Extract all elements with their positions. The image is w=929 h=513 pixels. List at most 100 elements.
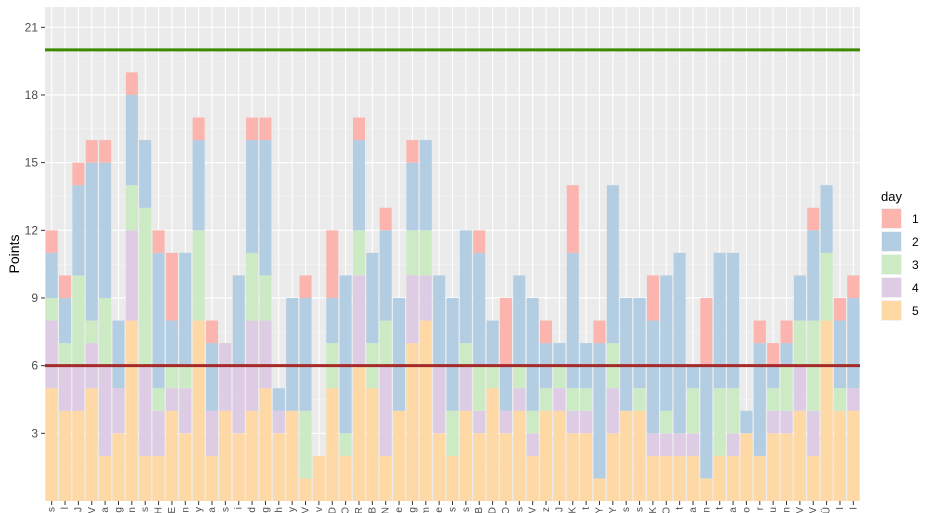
x-tick-label: g	[407, 507, 418, 513]
bar-segment-day-2	[660, 275, 673, 411]
bar-segment-day-1	[379, 207, 392, 231]
x-tick-label: y	[194, 507, 205, 512]
bar-segment-day-1	[165, 252, 178, 321]
bar-segment-day-1	[499, 297, 512, 366]
bar-segment-day-2	[85, 162, 98, 321]
bar-segment-day-5	[205, 455, 219, 501]
bar-segment-day-1	[45, 230, 58, 253]
y-tick-label: 6	[31, 359, 38, 373]
bar-segment-day-1	[473, 230, 486, 253]
legend-label-3: 3	[912, 258, 919, 272]
bar-segment-day-2	[713, 252, 726, 389]
bar-segment-day-5	[59, 410, 72, 501]
bar-segment-day-1	[566, 185, 579, 253]
bar-segment-day-2	[125, 94, 138, 186]
bar-segment-day-2	[246, 140, 259, 253]
bar-segment-day-2	[393, 297, 406, 411]
bar-segment-day-4	[179, 388, 192, 434]
bar-segment-day-2	[673, 252, 686, 434]
bar-segment-day-4	[125, 230, 138, 321]
bar-segment-day-3	[152, 388, 165, 411]
bar-segment-day-2	[299, 297, 312, 411]
bar-segment-day-3	[660, 410, 673, 434]
bar-segment-day-3	[59, 343, 72, 366]
bar-segment-day-5	[486, 388, 499, 501]
bar-segment-day-5	[526, 455, 539, 501]
x-tick-label: e	[434, 507, 445, 513]
bar-segment-day-2	[152, 252, 165, 389]
bar-segment-day-5	[473, 433, 486, 501]
bar-segment-day-2	[379, 230, 392, 321]
x-tick-label: K	[648, 507, 659, 513]
bar-segment-day-1	[700, 297, 713, 366]
x-tick-label: Ü	[821, 507, 833, 513]
bar-segment-day-5	[286, 410, 299, 501]
bar-segment-day-4	[473, 410, 486, 434]
bar-segment-day-5	[259, 388, 272, 501]
bar-segment-day-5	[339, 455, 352, 501]
x-tick-label: s	[220, 507, 231, 512]
bar-segment-day-2	[526, 297, 539, 411]
x-tick-label: s	[140, 507, 151, 512]
bar-segment-day-1	[72, 162, 85, 186]
bar-segment-day-5	[499, 433, 512, 501]
bar-segment-day-5	[847, 410, 860, 501]
bar-segment-day-2	[767, 365, 780, 389]
bar-segment-day-5	[85, 388, 98, 501]
bar-segment-day-3	[793, 320, 806, 366]
bar-segment-day-5	[513, 410, 526, 501]
bar-segment-day-5	[366, 388, 379, 501]
bar-segment-day-5	[312, 455, 325, 501]
bar-segment-day-1	[192, 117, 205, 141]
x-tick-label: E	[167, 507, 178, 513]
x-tick-label: s	[635, 507, 646, 512]
bar-segment-day-2	[847, 297, 860, 389]
bar-segment-day-4	[807, 410, 820, 456]
bar-segment-day-5	[807, 455, 820, 501]
bar-segment-day-3	[352, 230, 365, 276]
bar-segment-day-1	[99, 140, 112, 163]
bar-segment-day-4	[553, 388, 566, 411]
bar-segment-day-1	[780, 320, 793, 344]
bar-segment-day-1	[406, 140, 419, 163]
bar-segment-day-3	[85, 320, 98, 344]
x-tick-label: m	[421, 507, 432, 513]
bar-segment-day-4	[793, 365, 806, 411]
bar-segment-day-4	[419, 275, 432, 321]
legend-key-1	[882, 209, 901, 228]
x-tick-label: h	[274, 507, 285, 513]
bar-segment-day-2	[112, 320, 125, 389]
x-tick-label: n	[180, 507, 191, 513]
bar-segment-day-2	[366, 252, 379, 344]
bar-segment-day-3	[406, 230, 419, 276]
bar-segment-day-2	[326, 297, 339, 344]
x-tick-label: s	[461, 507, 472, 512]
bar-segment-day-2	[179, 252, 192, 366]
bar-segment-day-3	[526, 410, 539, 434]
bar-segment-day-2	[459, 230, 472, 344]
bar-segment-day-5	[793, 410, 806, 501]
legend-title: day	[881, 189, 902, 204]
y-tick-label: 21	[25, 20, 39, 34]
bar-segment-day-3	[820, 252, 833, 321]
bar-segment-day-2	[139, 140, 152, 208]
bar-segment-day-5	[673, 455, 686, 501]
bar-segment-day-4	[232, 365, 245, 434]
bar-segment-day-4	[526, 433, 539, 456]
bar-segment-day-2	[686, 365, 700, 389]
bar-segment-day-4	[45, 320, 58, 389]
bar-segment-day-4	[112, 388, 125, 434]
x-tick-label: n	[701, 507, 712, 513]
x-tick-label: O	[501, 507, 512, 513]
bar-segment-day-3	[486, 365, 499, 389]
bar-segment-day-5	[620, 410, 633, 501]
x-tick-label: V	[795, 507, 806, 513]
bar-segment-day-4	[219, 343, 232, 411]
x-tick-label: s	[448, 507, 459, 512]
bar-segment-day-2	[740, 410, 753, 434]
bar-segment-day-3	[566, 388, 579, 411]
bar-segment-day-1	[847, 275, 860, 298]
bar-segment-day-4	[152, 410, 165, 456]
bar-segment-day-2	[700, 365, 713, 479]
